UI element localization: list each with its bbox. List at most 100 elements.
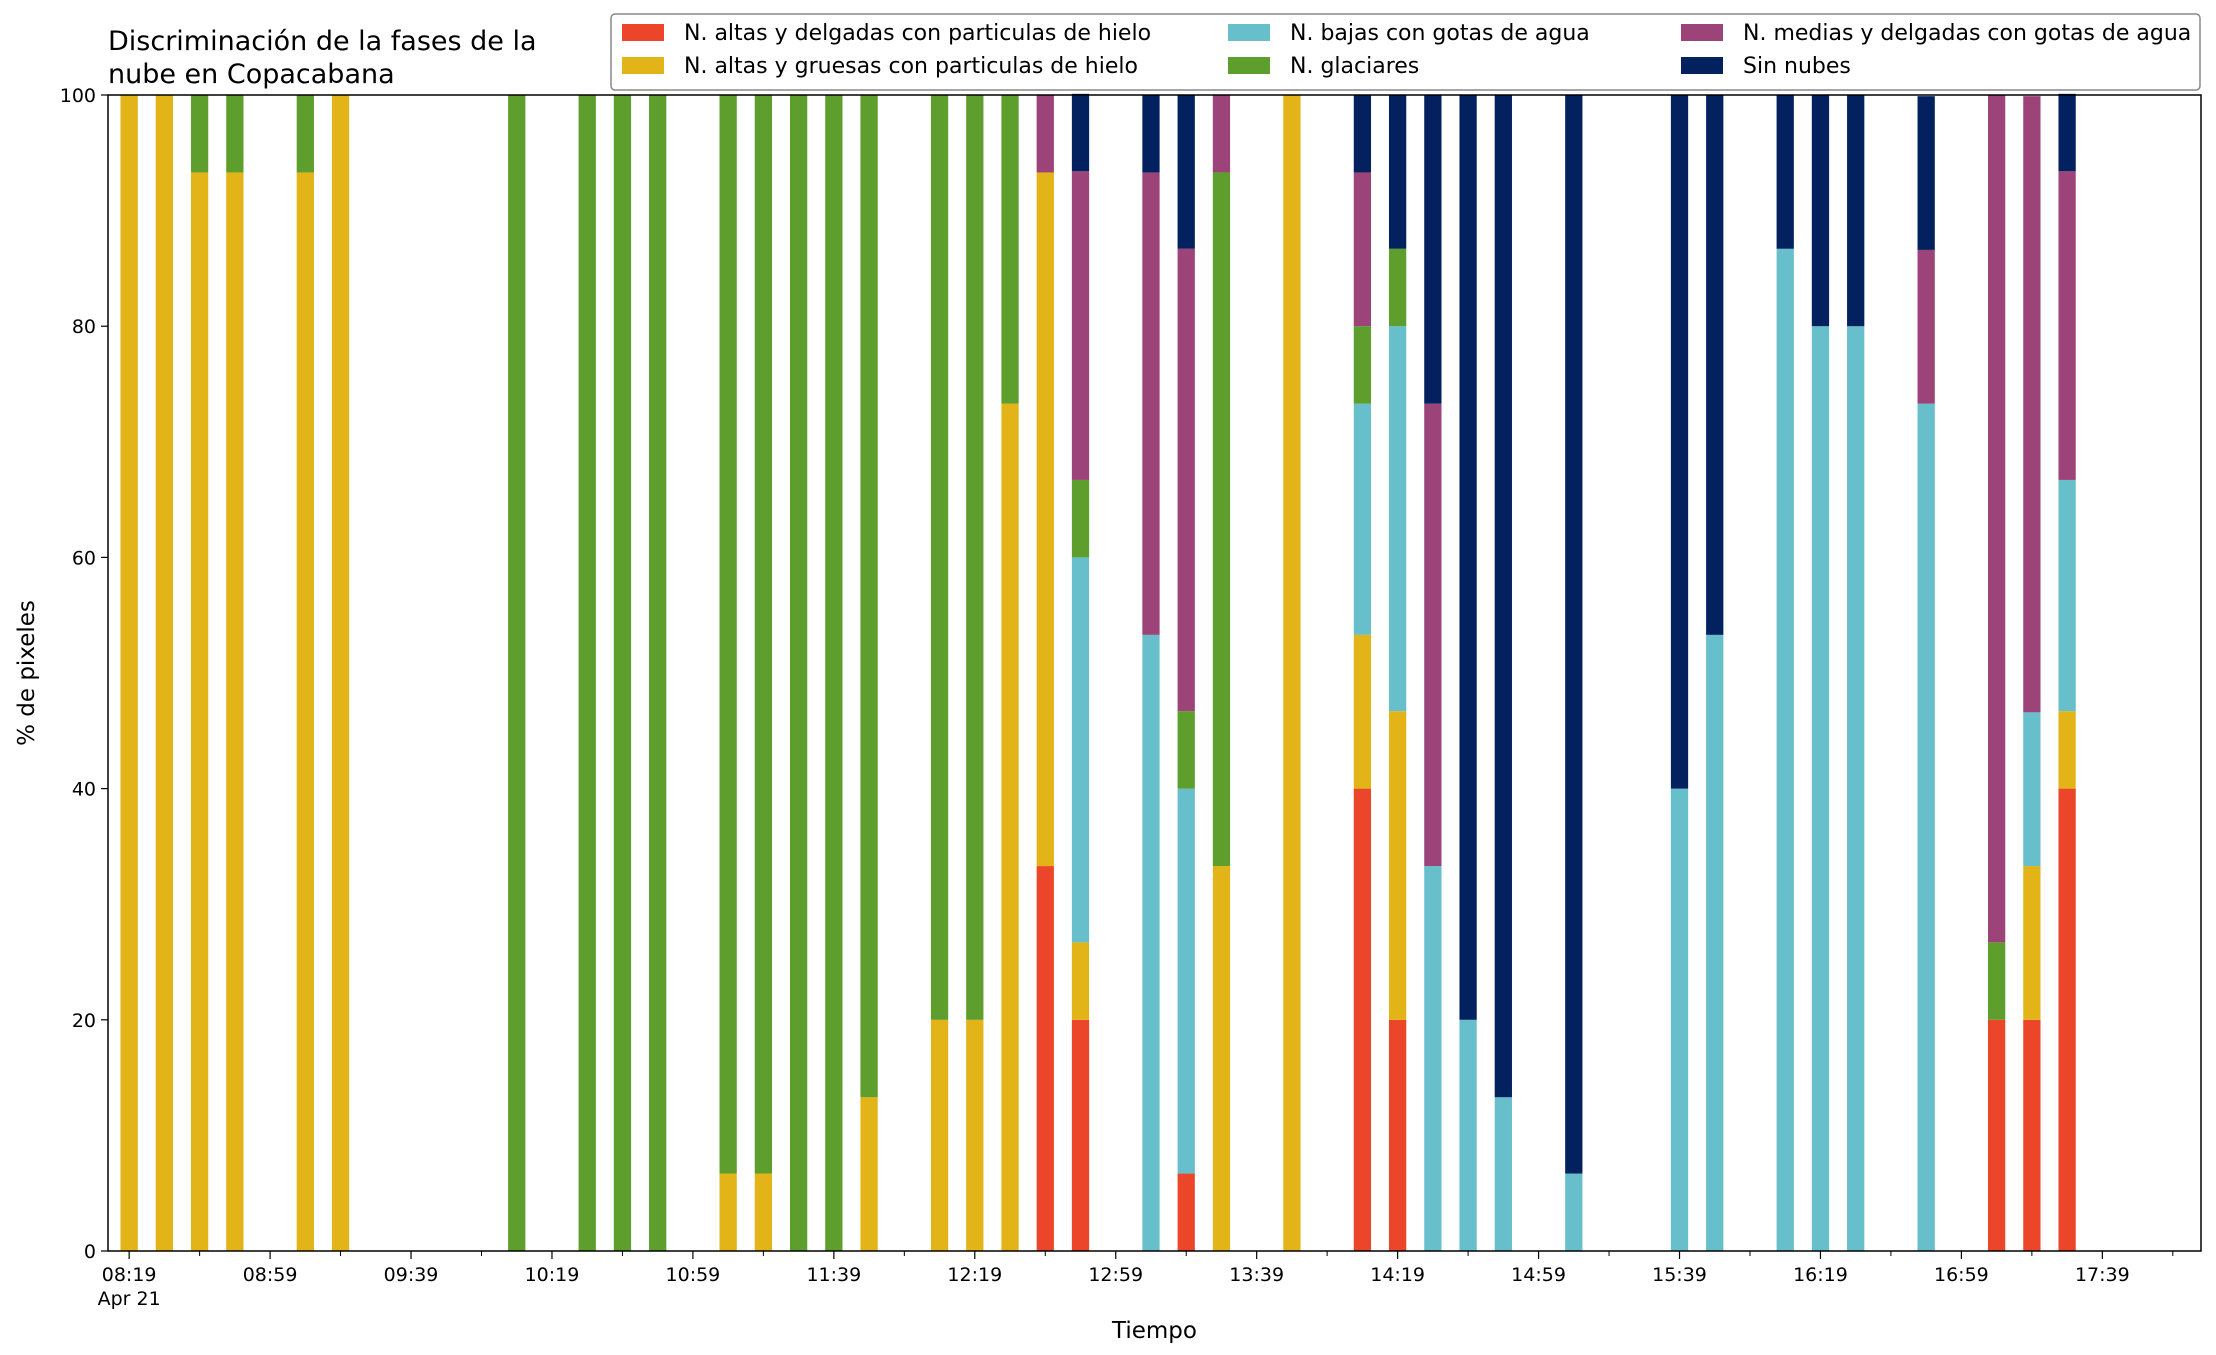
bar-segment bbox=[1670, 788, 1689, 1251]
y-tick-label: 60 bbox=[72, 547, 96, 569]
x-tick-label: 10:19 bbox=[525, 1264, 580, 1286]
bar-segment bbox=[1036, 866, 1054, 1251]
bar-segment bbox=[1353, 788, 1372, 1251]
bar-segment bbox=[1459, 1019, 1477, 1251]
bar-segment bbox=[1001, 403, 1019, 1251]
x-tick-label: 10:59 bbox=[666, 1264, 721, 1286]
bar-segment bbox=[860, 95, 878, 1098]
legend-label: N. medias y delgadas con gotas de agua bbox=[1743, 21, 2191, 46]
bar-segment bbox=[789, 95, 808, 1251]
bar-segment bbox=[966, 1019, 984, 1251]
bar-segment bbox=[1388, 326, 1407, 712]
bar-segment bbox=[1353, 172, 1372, 327]
bar-segment bbox=[1036, 172, 1054, 867]
bar-segment bbox=[1670, 95, 1689, 789]
bar-segment bbox=[1811, 95, 1830, 327]
legend-swatch bbox=[622, 57, 664, 74]
bar-segment bbox=[1142, 634, 1160, 1251]
x-tick-label: 15:39 bbox=[1652, 1264, 1707, 1286]
y-tick-label: 0 bbox=[84, 1241, 96, 1263]
bar-segment bbox=[226, 95, 244, 173]
legend-swatch bbox=[1228, 24, 1270, 41]
x-tick-label: 12:59 bbox=[1088, 1264, 1143, 1286]
legend-swatch bbox=[1681, 57, 1723, 74]
bar-segment bbox=[2023, 1019, 2041, 1251]
bar-segment bbox=[120, 95, 138, 1251]
chart-title-line-1: Discriminación de la fases de la bbox=[108, 26, 537, 57]
plot-frame bbox=[107, 94, 2202, 1252]
bar-segment bbox=[1847, 95, 1865, 327]
bar-segment bbox=[2058, 479, 2076, 712]
x-tick-label: 16:59 bbox=[1934, 1264, 1989, 1286]
y-axis-label: % de pixeles bbox=[14, 600, 40, 746]
x-axis-label: Tiempo bbox=[1111, 1318, 1197, 1344]
bar-segment bbox=[719, 1173, 737, 1251]
bar-segment bbox=[1142, 95, 1160, 173]
bar-segment bbox=[2058, 93, 2076, 172]
bar-segment bbox=[1424, 95, 1442, 404]
bar-segment bbox=[1071, 479, 1090, 558]
bar-segment bbox=[1177, 1173, 1195, 1251]
bar-segment bbox=[1388, 711, 1407, 1020]
bar-segment bbox=[930, 1019, 949, 1251]
x-tick-label: 08:19 bbox=[102, 1264, 157, 1286]
bar-segment bbox=[1071, 1019, 1090, 1251]
y-axis: 0 20 40 60 80 100 bbox=[60, 85, 108, 1263]
legend: N. altas y delgadas con particulas de hi… bbox=[610, 13, 2201, 91]
bar-segment bbox=[1177, 248, 1195, 712]
bar-segment bbox=[296, 172, 314, 1252]
y-tick-label: 100 bbox=[60, 85, 96, 107]
bar-segment bbox=[1424, 866, 1442, 1251]
bar-segment bbox=[966, 95, 984, 1020]
bar-segment bbox=[1071, 93, 1090, 172]
bar-segment bbox=[1212, 95, 1231, 173]
bar-segment bbox=[2058, 788, 2076, 1251]
bar-segment bbox=[1706, 95, 1724, 635]
bar-segment bbox=[1212, 866, 1231, 1251]
bar-segment bbox=[1494, 95, 1512, 1098]
legend-label: N. glaciares bbox=[1290, 54, 1419, 79]
bar-segment bbox=[1177, 711, 1195, 789]
legend-box bbox=[610, 13, 2201, 91]
bar-segment bbox=[1353, 403, 1372, 635]
bar-segment bbox=[1071, 171, 1090, 480]
bar-segment bbox=[825, 95, 843, 1251]
x-tick-label: 14:19 bbox=[1370, 1264, 1425, 1286]
x-tick-label: 11:39 bbox=[806, 1264, 861, 1286]
bar-segment bbox=[719, 95, 737, 1174]
bar-segment bbox=[578, 95, 596, 1251]
bar-segment bbox=[860, 1097, 878, 1251]
bar-segment bbox=[1388, 248, 1407, 327]
bar-segment bbox=[649, 95, 667, 1251]
x-axis: 08:19 08:59 09:39 10:19 10:59 11:39 12:19 12:59… bbox=[98, 1251, 2174, 1310]
bar-segment bbox=[296, 95, 314, 173]
bar-segment bbox=[1565, 95, 1583, 1174]
legend-label: N. altas y gruesas con particulas de hie… bbox=[684, 54, 1138, 79]
bar-segment bbox=[190, 172, 209, 1252]
bar-segment bbox=[1811, 326, 1830, 1251]
legend-label: Sin nubes bbox=[1743, 54, 1851, 79]
x-tick-label: 14:59 bbox=[1511, 1264, 1566, 1286]
bar-segment bbox=[1036, 95, 1054, 173]
legend-label: N. altas y delgadas con particulas de hi… bbox=[684, 21, 1151, 46]
x-tick-label: 08:59 bbox=[243, 1264, 298, 1286]
x-tick-sublabel: Apr 21 bbox=[98, 1288, 161, 1310]
x-tick-label: 16:19 bbox=[1793, 1264, 1848, 1286]
bar-segment bbox=[930, 95, 949, 1020]
bar-segment bbox=[2058, 171, 2076, 480]
legend-label: N. bajas con gotas de agua bbox=[1290, 21, 1590, 46]
bar-segment bbox=[1459, 95, 1477, 1020]
bar-segment bbox=[190, 95, 209, 173]
bar-segment bbox=[1142, 172, 1160, 635]
bar-segment bbox=[2058, 711, 2076, 789]
bar-segment bbox=[1177, 95, 1195, 249]
bar-segment bbox=[2023, 712, 2041, 867]
bar-segment bbox=[1177, 788, 1195, 1174]
bar-segment bbox=[1988, 95, 2006, 943]
bar-segment bbox=[1988, 1019, 2006, 1251]
bar-segment bbox=[155, 95, 174, 1251]
x-tick-label: 17:39 bbox=[2075, 1264, 2130, 1286]
bar-segment bbox=[1917, 249, 1935, 404]
bar-segment bbox=[1917, 96, 1935, 250]
